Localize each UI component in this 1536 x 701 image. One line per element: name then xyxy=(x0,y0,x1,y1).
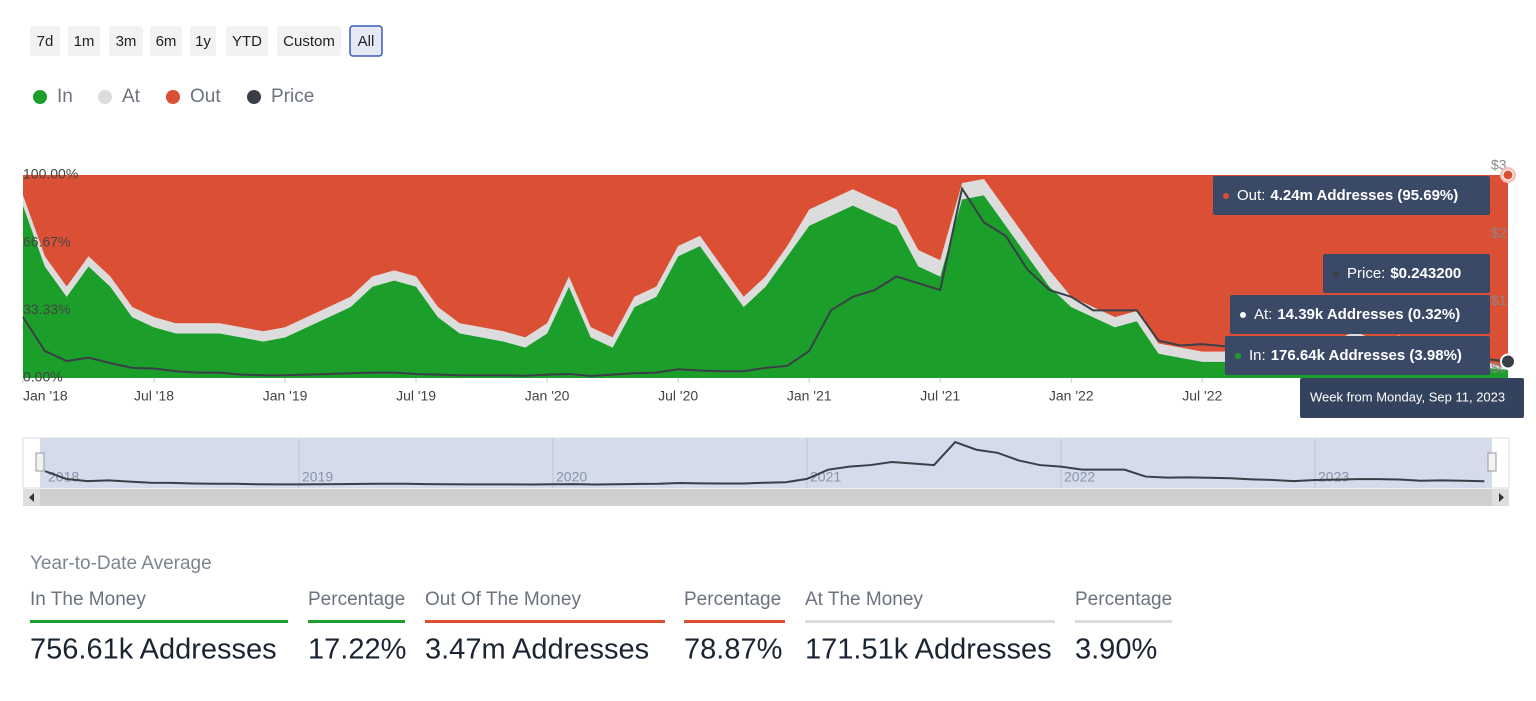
legend-label[interactable]: At xyxy=(122,86,141,107)
range-button[interactable] xyxy=(277,26,341,56)
range-button[interactable] xyxy=(30,26,60,56)
summary-value: 756.61k Addresses xyxy=(30,634,277,666)
tooltip-value: $0.243200 xyxy=(1390,265,1461,282)
summary-underline xyxy=(1075,620,1172,623)
range-button-label[interactable]: 7d xyxy=(37,33,54,50)
tooltip-text: Out: 4.24m Addresses (95.69%) xyxy=(1237,187,1458,204)
range-button-label[interactable]: 1y xyxy=(195,33,211,50)
legend-marker[interactable] xyxy=(33,90,47,104)
tooltip-value: 176.64k Addresses (3.98%) xyxy=(1271,347,1462,364)
y2-tick-label: $2 xyxy=(1491,224,1507,240)
summary-value: 171.51k Addresses xyxy=(805,634,1052,666)
tooltip-value: 4.24m Addresses (95.69%) xyxy=(1270,187,1458,204)
summary-underline xyxy=(684,620,785,623)
tooltip-value: 14.39k Addresses (0.32%) xyxy=(1277,306,1460,323)
summary-value: 78.87% xyxy=(684,634,782,666)
legend-marker[interactable] xyxy=(247,90,261,104)
tooltip-text: In: 176.64k Addresses (3.98%) xyxy=(1249,347,1462,364)
scroll-left[interactable] xyxy=(29,493,34,502)
tooltip-label: In: xyxy=(1249,347,1266,364)
range-button-label[interactable]: All xyxy=(358,33,375,50)
summary-title: Year-to-Date Average xyxy=(30,553,212,574)
tooltip-label: Out: xyxy=(1237,187,1265,204)
tooltip-footer: Week from Monday, Sep 11, 2023 xyxy=(1310,389,1505,404)
navigator-handle[interactable] xyxy=(1487,452,1497,472)
hover-marker xyxy=(1502,169,1514,181)
y2-tick-label: $1 xyxy=(1491,292,1507,308)
tooltip-text: Price: $0.243200 xyxy=(1347,265,1461,282)
navigator-label: 2022 xyxy=(1064,469,1095,485)
navigator-line xyxy=(44,440,1485,486)
y-tick-label: 66.67% xyxy=(23,233,70,249)
summary-value: 17.22% xyxy=(308,634,406,666)
scroll-right[interactable] xyxy=(1499,493,1504,502)
navigator-label: 2021 xyxy=(810,469,841,485)
range-button-label[interactable]: 3m xyxy=(116,33,137,50)
summary-underline xyxy=(308,620,405,623)
navigator-label: 2019 xyxy=(302,469,333,485)
navigator-label: 2023 xyxy=(1318,469,1349,485)
legend-label[interactable]: Price xyxy=(271,86,314,107)
summary-value: 3.47m Addresses xyxy=(425,634,649,666)
tooltip-label: Price: xyxy=(1347,265,1385,282)
x-tick-label: Jul '22 xyxy=(1182,388,1222,404)
range-button[interactable] xyxy=(150,26,182,56)
range-button-label[interactable]: Custom xyxy=(283,33,335,50)
x-tick-label: Jul '21 xyxy=(920,388,960,404)
range-button-label[interactable]: YTD xyxy=(232,33,262,50)
x-tick-label: Jan '19 xyxy=(263,388,308,404)
summary-value: 3.90% xyxy=(1075,634,1157,666)
summary-label: Percentage xyxy=(1075,589,1172,610)
summary-label: Percentage xyxy=(308,589,405,610)
legend-marker[interactable] xyxy=(98,90,112,104)
y-tick-label: 0.00% xyxy=(23,369,63,385)
tooltip-dot xyxy=(1223,193,1229,199)
x-tick-label: Jul '18 xyxy=(134,388,174,404)
tooltip-footer-box xyxy=(1300,378,1524,418)
range-button[interactable] xyxy=(68,26,100,56)
x-tick-label: Jan '22 xyxy=(1049,388,1094,404)
summary-underline xyxy=(30,620,288,623)
tooltip-text: At: 14.39k Addresses (0.32%) xyxy=(1254,306,1460,323)
range-button-label[interactable]: 6m xyxy=(156,33,177,50)
tooltip xyxy=(1230,295,1490,334)
y-tick-label: 33.33% xyxy=(23,301,70,317)
x-tick-label: Jan '21 xyxy=(787,388,832,404)
area-out xyxy=(23,175,1508,370)
summary-label: Percentage xyxy=(684,589,781,610)
legend-marker[interactable] xyxy=(166,90,180,104)
x-tick-label: Jul '20 xyxy=(658,388,698,404)
summary-label: In The Money xyxy=(30,589,146,610)
tooltip xyxy=(1225,336,1490,375)
tooltip xyxy=(1213,176,1490,215)
summary-label: Out Of The Money xyxy=(425,589,581,610)
legend-label[interactable]: In xyxy=(57,86,73,107)
legend-label[interactable]: Out xyxy=(190,86,221,107)
tooltip-dot xyxy=(1240,312,1246,318)
scrollbar-thumb[interactable] xyxy=(40,489,1492,506)
summary-underline xyxy=(425,620,665,623)
range-button[interactable] xyxy=(190,26,216,56)
navigator-handle[interactable] xyxy=(35,452,45,472)
x-tick-label: Jul '19 xyxy=(396,388,436,404)
tooltip-dot xyxy=(1235,353,1241,359)
range-button[interactable] xyxy=(226,26,268,56)
range-button[interactable] xyxy=(109,26,143,56)
tooltip xyxy=(1323,254,1490,293)
summary-underline xyxy=(805,620,1055,623)
range-button-label[interactable]: 1m xyxy=(74,33,95,50)
hover-marker xyxy=(1500,353,1516,370)
x-tick-label: Jan '20 xyxy=(525,388,570,404)
y2-tick-label: $3 xyxy=(1491,157,1507,173)
range-button[interactable] xyxy=(349,25,383,57)
summary-label: At The Money xyxy=(805,589,923,610)
tooltip-label: At: xyxy=(1254,306,1272,323)
navigator-label: 2018 xyxy=(48,469,79,485)
navigator-label: 2020 xyxy=(556,469,587,485)
tooltip-dot xyxy=(1333,271,1339,277)
x-tick-label: Jan '18 xyxy=(23,388,68,404)
y-tick-label: 100.00% xyxy=(23,166,78,182)
